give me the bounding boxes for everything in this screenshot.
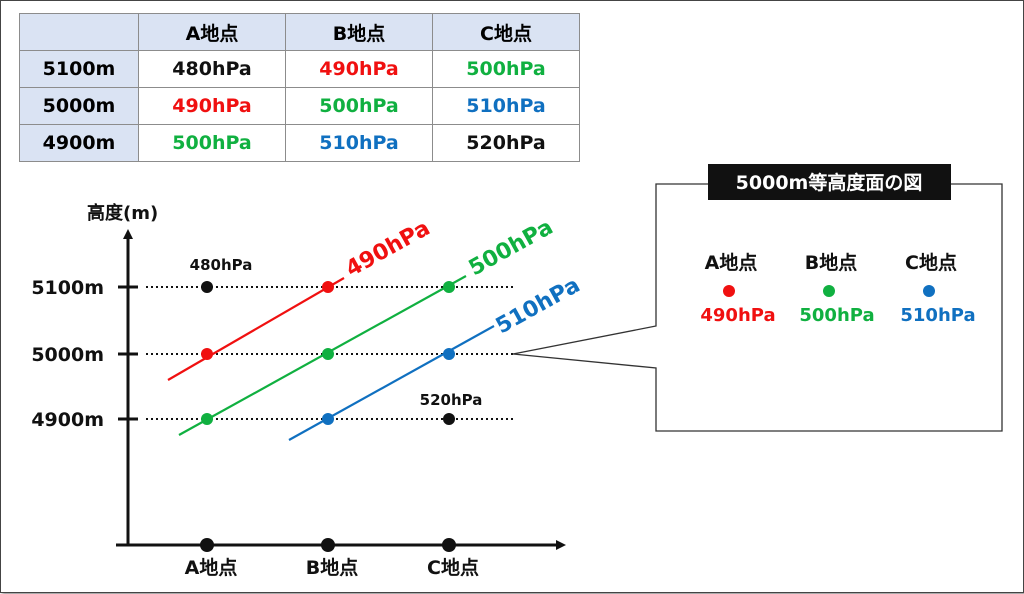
callout-value-a: 490hPa [700, 305, 775, 326]
table-cell: 490hPa [285, 50, 433, 88]
table-cell: 500hPa [432, 50, 580, 88]
axis-point-b [321, 538, 335, 552]
y-axis-title: 高度(m) [87, 202, 158, 224]
isobar-label-510: 510hPa [492, 273, 585, 339]
table-row: 4900m 500hPa 510hPa 520hPa [19, 124, 580, 162]
callout-point-b: B地点 [805, 251, 857, 274]
point-c-4900 [443, 413, 455, 425]
point-a-4900 [201, 413, 213, 425]
callout-point-a: A地点 [705, 251, 758, 274]
isobar-label-490: 490hPa [342, 216, 435, 282]
row-label: 5000m [19, 87, 139, 125]
isobar-510 [288, 325, 495, 441]
callout-value-b: 500hPa [799, 305, 874, 326]
point-b-5000 [322, 348, 334, 360]
table-cell: 510hPa [285, 124, 433, 162]
axis-point-c [442, 538, 456, 552]
pressure-table: A地点 B地点 C地点 5100m 480hPa 490hPa 500hPa 5… [19, 13, 580, 162]
axis-label-b: B地点 [306, 556, 358, 579]
callout-title: 5000m等高度面の図 [736, 171, 923, 194]
callout-dot-a [723, 285, 735, 297]
dot-label-520: 520hPa [420, 391, 483, 409]
level-label-5100: 5100m [31, 277, 104, 299]
axis-point-a [200, 538, 214, 552]
level-label-5000: 5000m [31, 344, 104, 366]
callout-box [512, 183, 1003, 432]
callout-point-c: C地点 [905, 251, 957, 274]
point-c-5100 [443, 281, 455, 293]
point-a-5100 [201, 281, 213, 293]
header-b: B地点 [285, 13, 433, 51]
table-cell: 500hPa [138, 124, 286, 162]
callout-dot-c [923, 285, 935, 297]
callout-title-bg [708, 164, 951, 200]
callout-dot-b [823, 285, 835, 297]
table-corner [19, 13, 139, 51]
point-b-5100 [322, 281, 334, 293]
row-label: 4900m [19, 124, 139, 162]
table-row: 5100m 480hPa 490hPa 500hPa [19, 50, 580, 88]
axis-label-c: C地点 [427, 556, 479, 579]
isobar-490 [167, 277, 345, 381]
table-cell: 520hPa [432, 124, 580, 162]
isobar-label-500: 500hPa [465, 215, 558, 281]
point-b-4900 [322, 413, 334, 425]
point-c-5000 [443, 348, 455, 360]
point-a-5000 [201, 348, 213, 360]
level-label-4900: 4900m [31, 409, 104, 431]
callout-value-c: 510hPa [900, 305, 975, 326]
dot-label-480: 480hPa [190, 256, 253, 274]
table-row: 5000m 490hPa 500hPa 510hPa [19, 87, 580, 125]
axis-label-a: A地点 [185, 556, 238, 579]
table-cell: 510hPa [432, 87, 580, 125]
header-c: C地点 [432, 13, 580, 51]
table-cell: 480hPa [138, 50, 286, 88]
table-cell: 500hPa [285, 87, 433, 125]
